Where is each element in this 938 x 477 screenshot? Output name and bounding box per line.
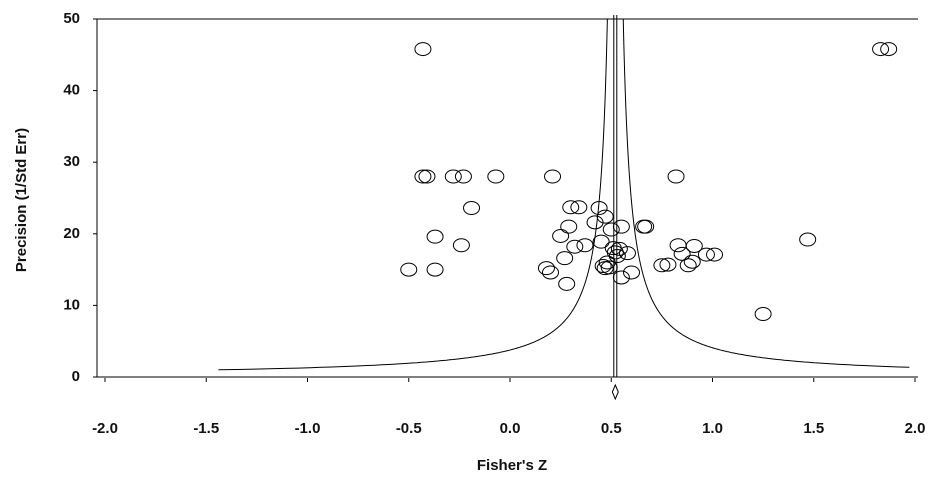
study-point <box>552 228 570 243</box>
x-tick-label: 0.5 <box>601 420 622 437</box>
study-point <box>799 232 817 247</box>
funnel-right <box>622 19 910 368</box>
study-point <box>706 247 724 262</box>
study-point <box>872 42 890 57</box>
study-point <box>679 258 697 273</box>
study-point <box>653 258 671 273</box>
y-tick-label: 40 <box>63 82 80 99</box>
study-point <box>600 260 618 275</box>
y-tick-label: 50 <box>63 10 80 27</box>
study-point <box>414 42 432 57</box>
study-point <box>637 219 655 234</box>
study-point <box>610 241 628 256</box>
y-tick-label: 0 <box>72 368 80 385</box>
x-tick-label: 2.0 <box>905 420 926 437</box>
study-point <box>754 306 772 321</box>
y-tick-label: 10 <box>63 296 80 313</box>
study-point <box>400 262 418 277</box>
study-point <box>673 246 691 261</box>
x-tick-label: -1.5 <box>193 420 219 437</box>
study-point <box>537 261 555 276</box>
study-point <box>659 257 677 272</box>
pooled-diamond <box>611 383 619 401</box>
y-tick-label: 20 <box>63 225 80 242</box>
study-point <box>418 169 436 184</box>
study-point <box>590 201 608 216</box>
study-point <box>623 265 640 280</box>
study-point <box>562 200 580 215</box>
study-point <box>685 238 703 253</box>
study-point <box>558 276 576 291</box>
study-point <box>566 239 584 254</box>
x-tick-label: 1.0 <box>702 420 723 437</box>
study-point <box>560 219 578 234</box>
study-point <box>586 215 604 230</box>
x-tick-label: -1.0 <box>295 420 321 437</box>
x-axis-title: Fisher's Z <box>477 457 547 474</box>
study-point <box>570 200 588 215</box>
y-axis-title: Precision (1/Std Err) <box>13 128 30 272</box>
x-tick-label: 1.5 <box>803 420 824 437</box>
study-point <box>606 245 624 260</box>
plot-frame <box>96 18 918 378</box>
study-point <box>576 238 594 253</box>
study-point <box>608 248 626 263</box>
study-point <box>602 222 620 237</box>
study-point <box>612 270 630 285</box>
study-point <box>697 247 715 262</box>
x-tick-label: -0.5 <box>396 420 422 437</box>
x-tick-label: -2.0 <box>92 420 118 437</box>
study-point <box>556 251 574 266</box>
study-point <box>544 169 562 184</box>
study-point <box>426 262 444 277</box>
study-point <box>612 219 630 234</box>
study-point <box>454 169 472 184</box>
study-point <box>414 169 432 184</box>
study-point <box>426 229 444 244</box>
study-point <box>592 234 610 249</box>
study-point <box>594 259 612 274</box>
x-tick-label: 0.0 <box>500 420 521 437</box>
study-point <box>667 169 685 184</box>
study-point <box>444 169 462 184</box>
study-point <box>880 42 898 57</box>
study-point <box>452 238 470 253</box>
study-point <box>487 169 505 184</box>
study-point <box>683 254 701 269</box>
study-point <box>542 265 559 280</box>
study-point <box>669 238 687 253</box>
y-tick-label: 30 <box>63 153 80 170</box>
study-point <box>463 201 481 216</box>
study-point <box>596 209 614 224</box>
funnel-left <box>218 19 608 371</box>
study-point <box>618 246 636 261</box>
